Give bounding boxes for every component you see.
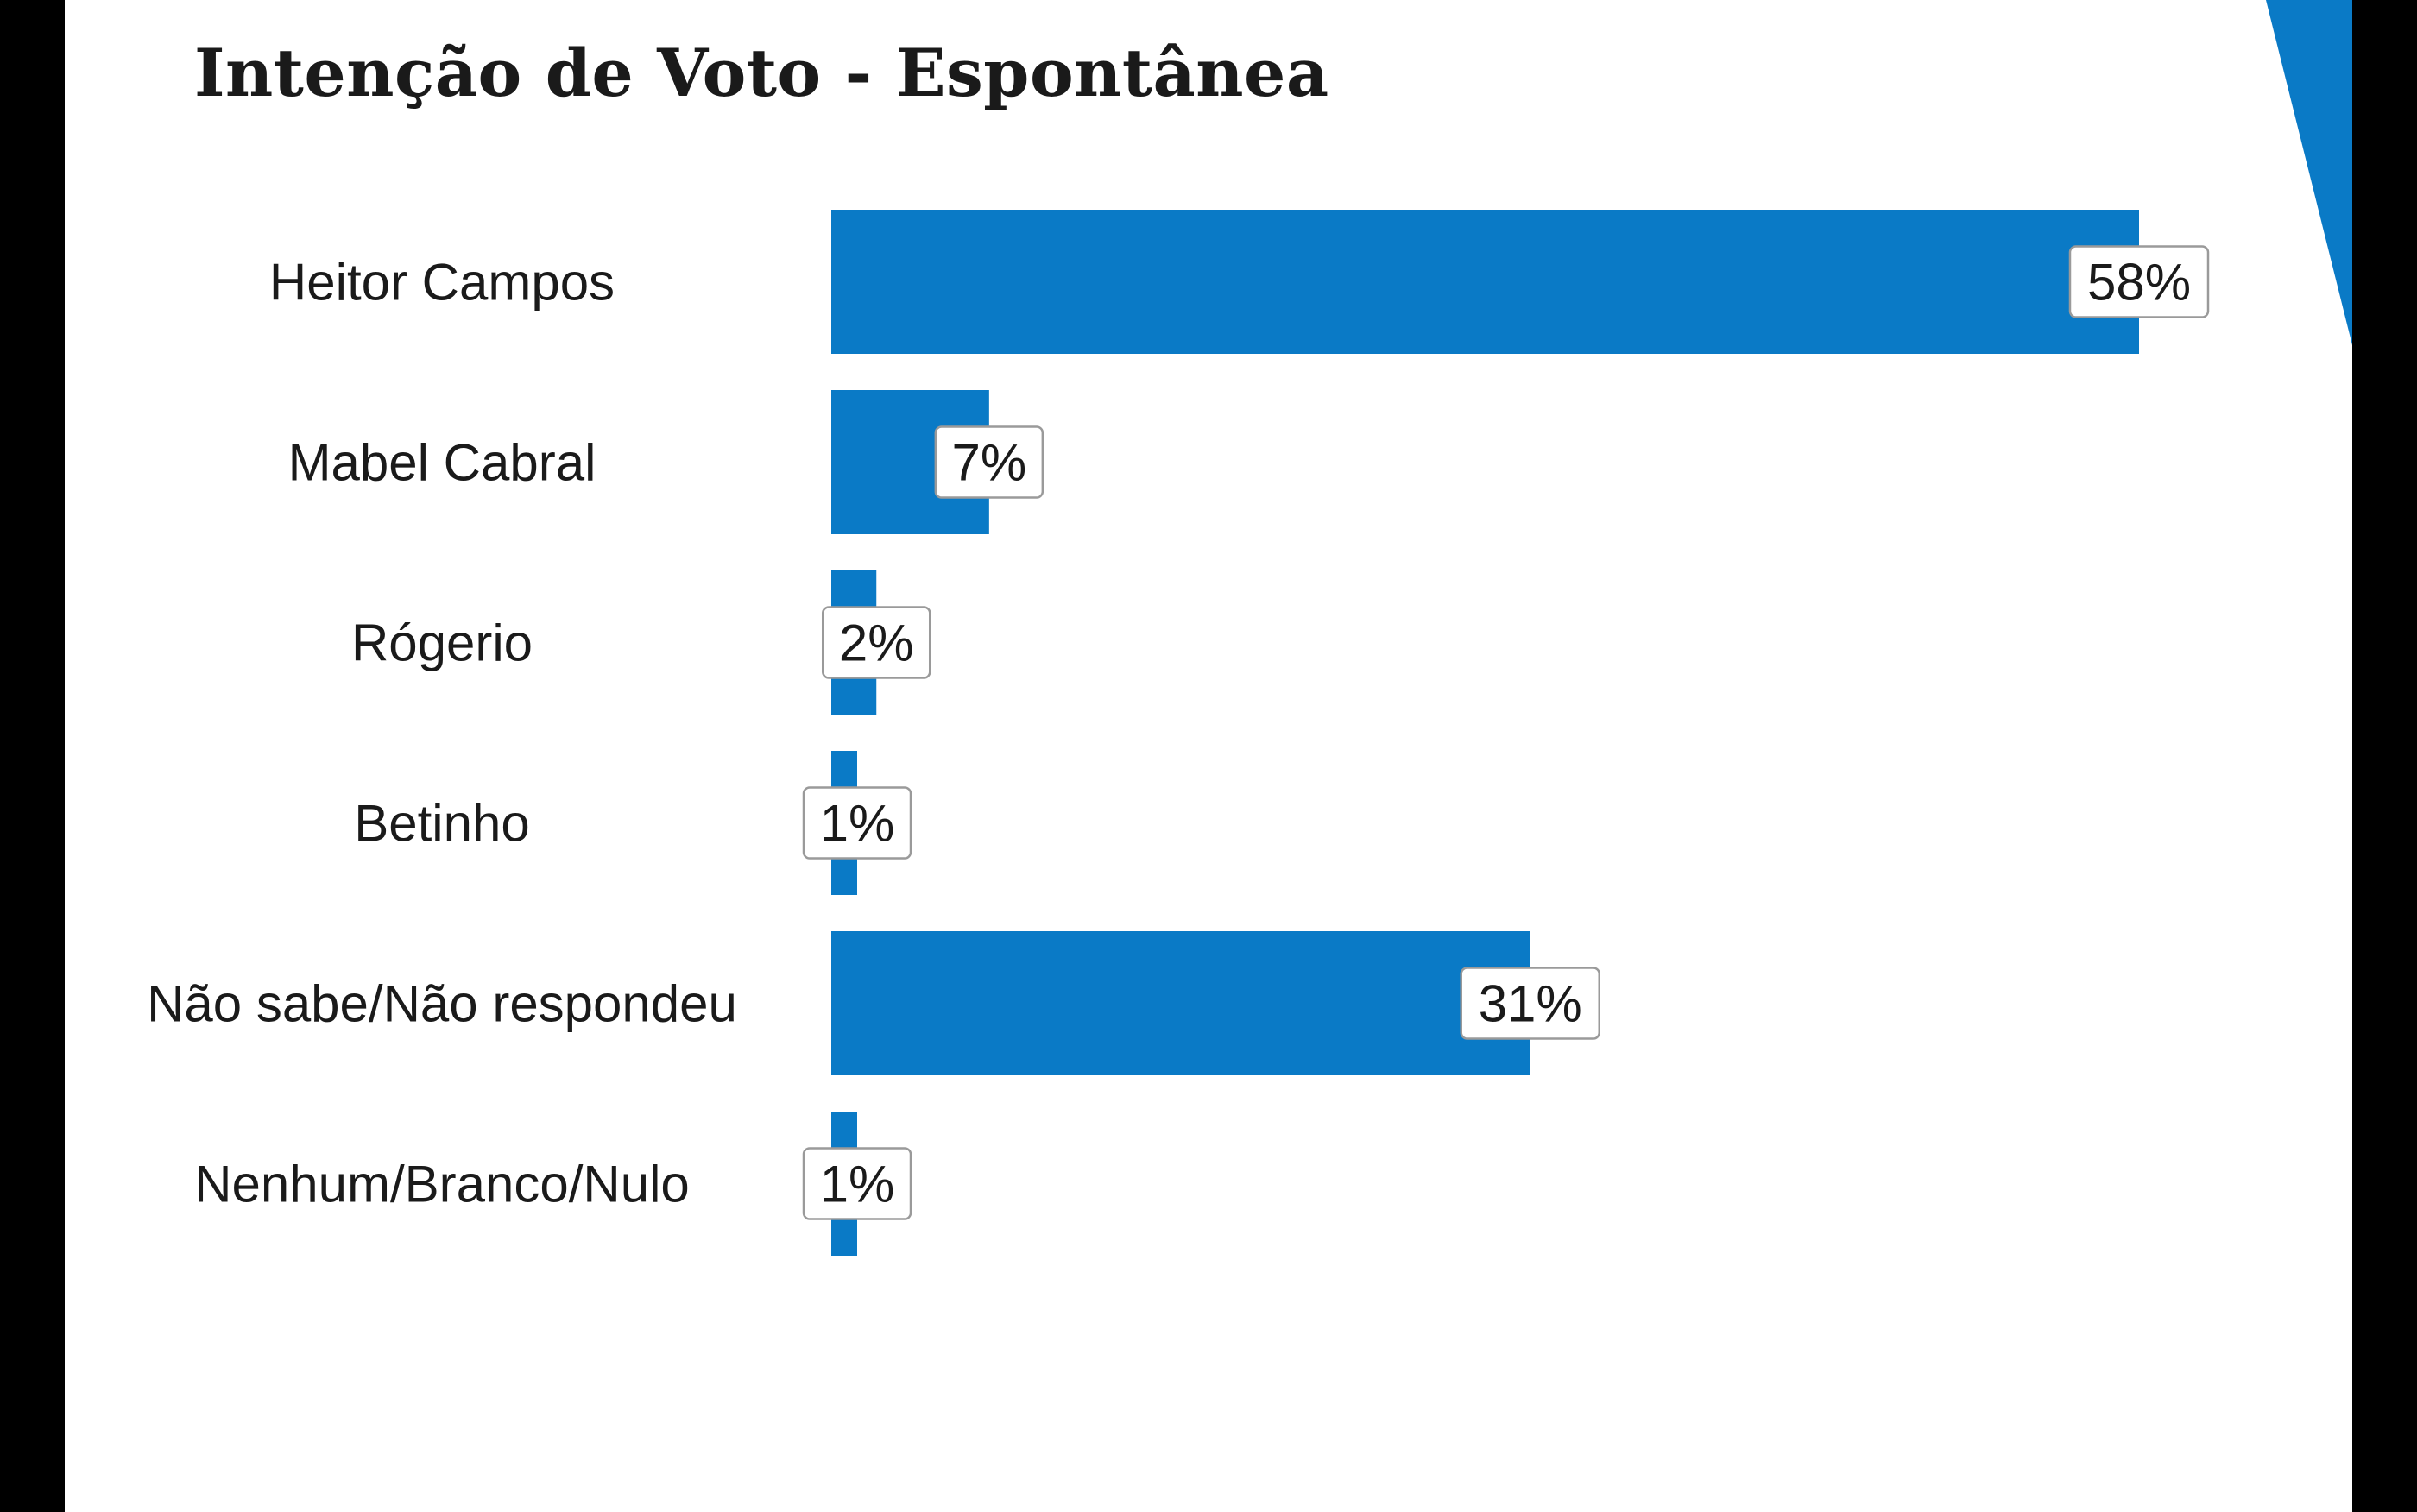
category-label: Rógerio xyxy=(351,614,533,672)
data-label-box xyxy=(802,1147,912,1220)
category-label: Heitor Campos xyxy=(269,254,615,312)
data-label-box xyxy=(802,786,912,860)
data-label: 7% xyxy=(951,434,1026,492)
data-label-box xyxy=(2068,245,2210,318)
data-label: 2% xyxy=(839,614,914,672)
page-title: Intenção de Voto - Espontânea xyxy=(194,35,1329,111)
bar-0 xyxy=(831,210,2139,354)
data-label: 31% xyxy=(1479,975,1582,1033)
category-label: Nenhum/Branco/Nulo xyxy=(194,1156,690,1213)
category-label: Mabel Cabral xyxy=(288,434,596,492)
data-label-box xyxy=(821,606,931,679)
data-label: 58% xyxy=(2087,254,2191,312)
category-label: Não sabe/Não respondeu xyxy=(147,975,737,1033)
corner-accent-shape xyxy=(2266,0,2352,345)
data-label: 1% xyxy=(820,795,895,853)
category-label: Betinho xyxy=(354,795,530,853)
bar-4 xyxy=(831,931,1530,1075)
data-label-box xyxy=(934,425,1044,499)
data-label: 1% xyxy=(820,1156,895,1213)
data-label-box xyxy=(1460,967,1600,1040)
